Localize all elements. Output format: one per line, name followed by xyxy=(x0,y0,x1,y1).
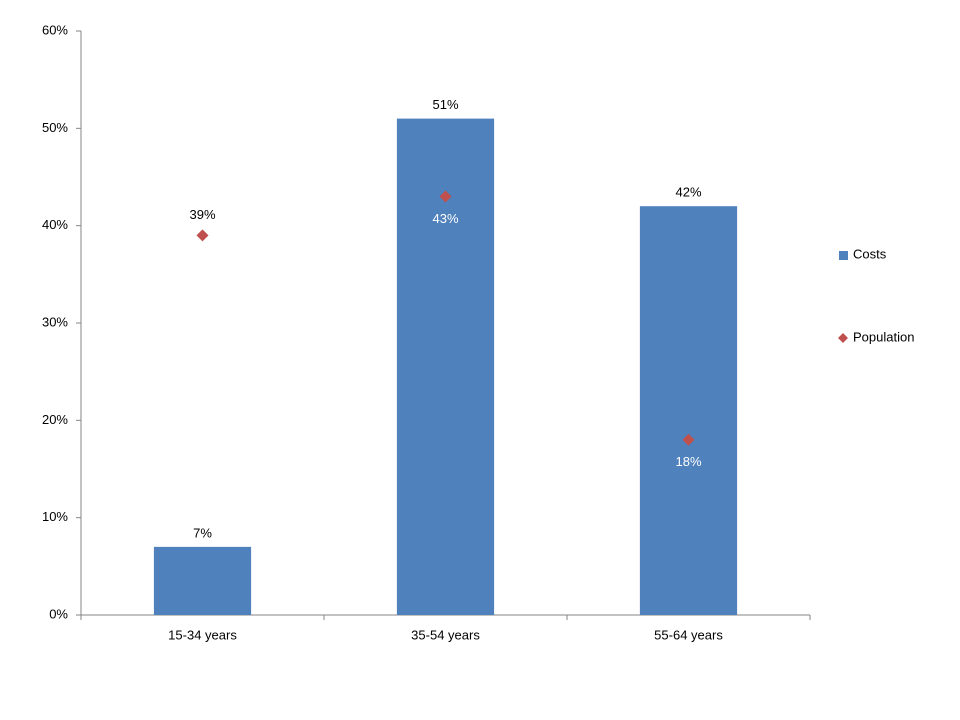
bar xyxy=(153,546,252,615)
bar xyxy=(639,206,738,615)
y-tick-label: 0% xyxy=(49,606,68,621)
data-label: 7% xyxy=(193,525,212,540)
y-tick-label: 40% xyxy=(42,217,68,232)
x-tick-label: 15-34 years xyxy=(168,627,237,642)
legend-swatch xyxy=(839,251,848,260)
marker xyxy=(439,190,452,203)
marker xyxy=(682,433,695,446)
legend-label: Costs xyxy=(853,246,887,261)
x-tick-label: 35-54 years xyxy=(411,627,480,642)
legend-label: Population xyxy=(853,329,914,344)
data-label: 18% xyxy=(675,454,701,469)
y-tick-label: 10% xyxy=(42,509,68,524)
legend-swatch xyxy=(838,333,848,343)
data-label: 43% xyxy=(432,211,458,226)
x-tick-label: 55-64 years xyxy=(654,627,723,642)
y-tick-label: 60% xyxy=(42,22,68,37)
marker xyxy=(196,229,209,242)
y-tick-label: 20% xyxy=(42,412,68,427)
y-tick-label: 50% xyxy=(42,120,68,135)
data-label: 42% xyxy=(675,185,701,200)
data-label: 51% xyxy=(432,97,458,112)
data-label: 39% xyxy=(189,207,215,222)
y-tick-label: 30% xyxy=(42,314,68,329)
